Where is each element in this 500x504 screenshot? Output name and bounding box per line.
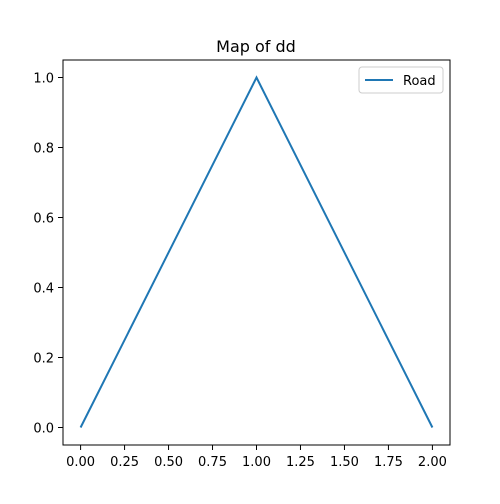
x-tick-label: 1.00 [242, 455, 271, 470]
y-tick-label: 0.8 [33, 142, 54, 157]
plot-area [81, 78, 433, 428]
x-tick-label: 0.75 [198, 455, 227, 470]
x-tick-label: 1.75 [374, 455, 403, 470]
x-tick-label: 1.50 [330, 455, 359, 470]
x-tick-label: 1.25 [286, 455, 315, 470]
x-tick-label: 2.00 [418, 455, 447, 470]
x-tick-label: 0.25 [110, 455, 139, 470]
legend-label-road: Road [403, 74, 436, 89]
axes-frame [63, 60, 450, 445]
y-tick-label: 0.2 [33, 352, 54, 367]
x-tick-label: 0.50 [154, 455, 183, 470]
series-line-road [81, 78, 433, 428]
chart-title: Map of dd [216, 37, 296, 56]
axes: 0.00 0.25 0.50 0.75 1.00 1.25 1.50 1.75 2.00 0.0 0… [33, 60, 450, 470]
y-tick-label: 0.6 [33, 212, 54, 227]
x-tick-label: 0.00 [66, 455, 95, 470]
legend: Road [359, 67, 443, 93]
y-tick-label: 1.0 [33, 72, 54, 87]
y-tick-label: 0.0 [33, 422, 54, 437]
y-tick-label: 0.4 [33, 282, 54, 297]
